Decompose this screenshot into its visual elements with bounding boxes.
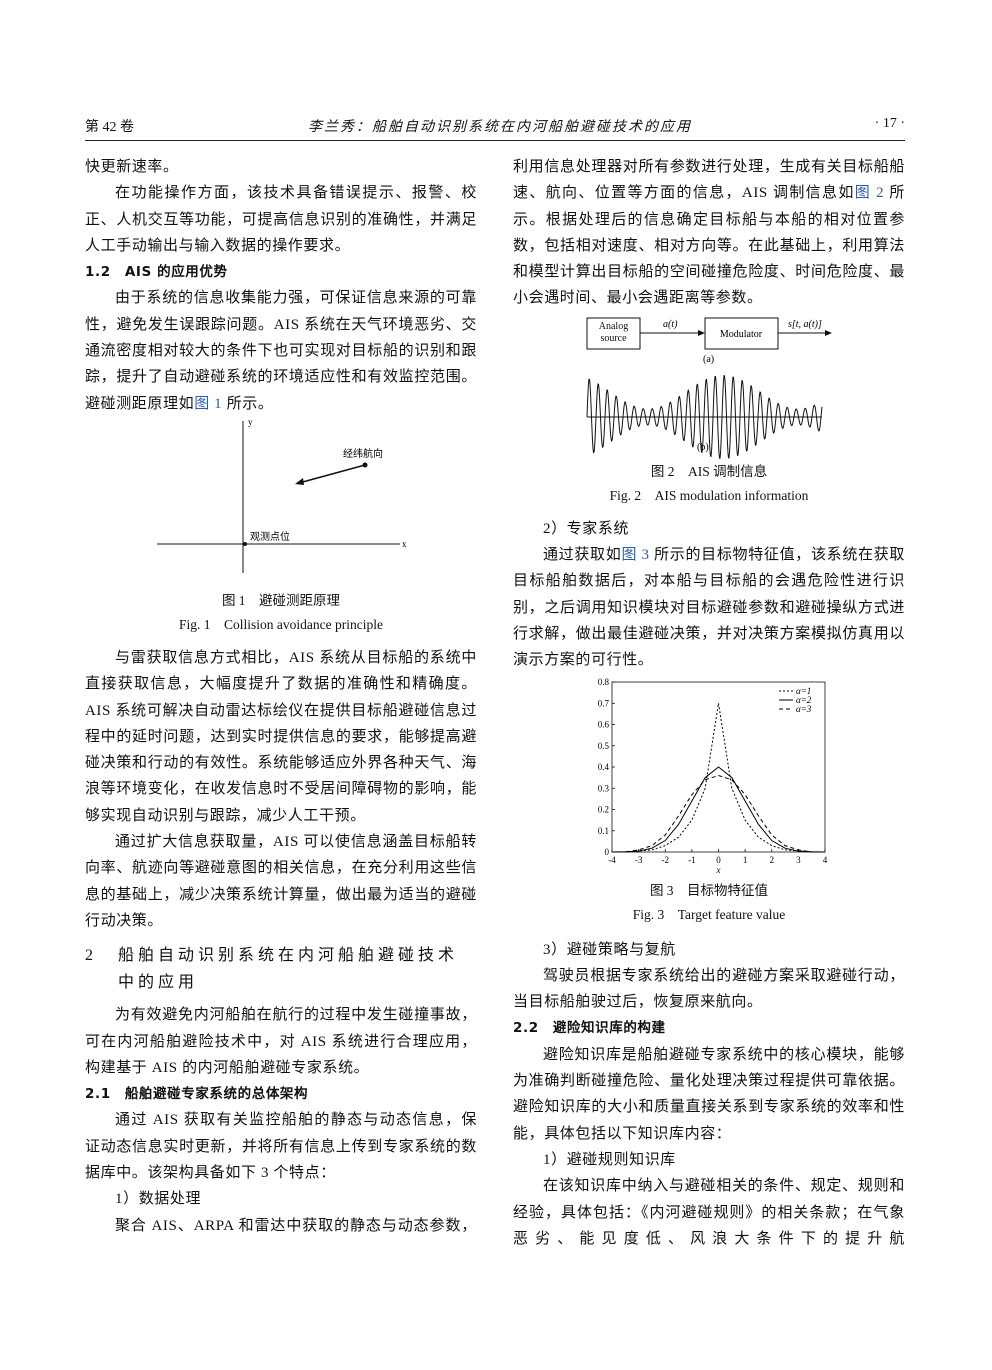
caption: 图 1 避碰测距原理 <box>221 592 341 608</box>
figure-3-chart: 0 0.1 0.2 0.3 0.4 0.5 0.6 0.7 0.8 -4 -3 -2 -1 0 1 2 3 4 x α… <box>598 677 828 875</box>
paragraph: 利用信息处理器对所有参数进行处理，生成有关目标船船速、航向、位置等方面的信息，A… <box>513 154 905 312</box>
block-label: Analog source <box>598 320 629 344</box>
figure-link[interactable]: 图 3 <box>621 547 650 564</box>
x-tick-label: 0 <box>716 855 721 865</box>
y-tick-label: 0.4 <box>598 762 610 772</box>
paragraph: 避险知识库是船舶避碰专家系统中的核心模块，能够为准确判断碰撞危险、量化处理决策过… <box>513 1046 905 1142</box>
axis-label: x <box>402 539 407 549</box>
axis-label: y <box>248 417 253 427</box>
section-heading: 2 船舶自动识别系统在内河船舶避碰技术中的应用 <box>85 942 477 996</box>
text: 通过获取如 <box>543 547 622 564</box>
paragraph: 驾驶员根据专家系统给出的避碰方案采取避碰行动，当目标船舶驶过后，恢复原来航向。 <box>513 967 905 1011</box>
legend-label: α=3 <box>796 704 812 714</box>
paragraph: 通过扩大信息获取量，AIS 可以使信息涵盖目标船转向率、航迹向等避碰意图的相关信… <box>85 834 477 929</box>
x-tick-label: 2 <box>770 855 775 865</box>
y-tick-label: 0.5 <box>598 740 610 750</box>
point-label: 经纬航向 <box>343 447 383 460</box>
x-tick-label: 4 <box>823 855 828 865</box>
signal-label: a(t) <box>663 319 678 330</box>
paragraph: 2）专家系统 <box>543 520 630 537</box>
header-title: 李兰秀：船舶自动识别系统在内河船舶避碰技术的应用 <box>308 120 692 135</box>
paragraph: 在该知识库中纳入与避碰相关的条件、规定、规则和经验，具体包括：《内河避碰规则》的… <box>513 1178 905 1247</box>
part-label: (b) <box>697 442 709 453</box>
legend-label: α=2 <box>796 695 812 705</box>
paragraph: 聚合 AIS、ARPA 和雷达中获取的静态与动态参数， <box>115 1217 477 1234</box>
part-label: (a) <box>703 354 714 365</box>
caption: Fig. 3 Target feature value <box>632 906 786 922</box>
series-line <box>611 765 826 853</box>
section-number: 2 <box>85 947 97 965</box>
caption: Fig. 2 AIS modulation information <box>609 487 809 503</box>
y-tick-label: 0.2 <box>598 804 609 814</box>
x-tick-label: 1 <box>743 855 748 865</box>
left-column: 快更新速率。 在功能操作方面，该技术具备错误提示、报警、校正、人机交互等功能，可… <box>85 154 477 1239</box>
y-tick-label: 0.1 <box>598 825 609 835</box>
point-label: 观测点位 <box>250 530 290 543</box>
paragraph: 与雷获取信息方式相比，AIS 系统从目标船的系统中直接获取信息，大幅度提升了数据… <box>85 649 477 824</box>
right-column: 利用信息处理器对所有参数进行处理，生成有关目标船船速、航向、位置等方面的信息，A… <box>513 154 905 1252</box>
text: 所示。根据处理后的信息确定目标船与本船的相对位置参数，包括相对速度、相对方向等。… <box>513 185 905 307</box>
series-line <box>612 774 825 853</box>
subheading: 2.2 避险知识库的构建 <box>513 1020 666 1037</box>
x-tick-label: -2 <box>662 855 670 865</box>
signal-label: s[t, a(t)] <box>788 319 822 330</box>
caption: Fig. 1 Collision avoidance principle <box>179 616 383 632</box>
y-tick-label: 0.8 <box>598 677 610 687</box>
caption: 图 2 AIS 调制信息 <box>650 463 768 479</box>
header-page: · 17 · <box>874 116 905 131</box>
paragraph: 快更新速率。 <box>85 159 179 175</box>
paragraph: 由于系统的信息收集能力强，可保证信息来源的可靠性，避免发生误跟踪问题。AIS 系… <box>85 285 477 416</box>
subheading: 2.1 船舶避碰专家系统的总体架构 <box>85 1086 309 1103</box>
paragraph: 为有效避免内河船舶在航行的过程中发生碰撞事故，可在内河船舶避险技术中，对 AIS… <box>85 1007 477 1076</box>
text: 所示的目标物特征值，该系统在获取目标船舶数据后，对本船与目标船的会遇危险性进行识… <box>513 547 905 669</box>
series-line <box>612 702 825 853</box>
block-label: Modulator <box>720 329 763 340</box>
paragraph: 1）避碰规则知识库 <box>543 1151 676 1168</box>
caption: 图 3 目标物特征值 <box>649 882 769 898</box>
figure-link[interactable]: 图 1 <box>194 395 223 412</box>
x-tick-label: 3 <box>796 855 801 865</box>
figure-2: Analog source a(t) Modulator s[t, a(t)] … <box>586 317 832 459</box>
text: 由于系统的信息收集能力强，可保证信息来源的可靠性，避免发生误跟踪问题。AIS 系… <box>85 290 477 412</box>
y-tick-label: 0.3 <box>598 783 610 793</box>
legend-label: α=1 <box>796 686 811 696</box>
y-tick-label: 0.6 <box>598 719 610 729</box>
figure-link[interactable]: 图 2 <box>854 185 885 202</box>
header-volume: 第 42 卷 <box>85 120 134 135</box>
x-tick-label: -1 <box>688 855 696 865</box>
header-rule <box>85 140 905 141</box>
x-tick-label: -3 <box>635 855 643 865</box>
paragraph: 在功能操作方面，该技术具备错误提示、报警、校正、人机交互等功能，可提高信息识别的… <box>85 185 477 254</box>
text: 所示。 <box>222 395 274 412</box>
figure-1: y x 经纬航向 观测点位 <box>157 417 407 573</box>
subheading: 1.2 AIS 的应用优势 <box>85 264 228 281</box>
paragraph: 3）避碰策略与复航 <box>543 941 676 958</box>
x-axis-label: x <box>716 865 721 875</box>
text: 利用信息处理器对所有参数进行处理，生成有关目标船船速、航向、位置等方面的信息，A… <box>513 159 905 202</box>
paragraph: 1）数据处理 <box>115 1191 202 1208</box>
y-tick-label: 0.7 <box>598 698 610 708</box>
paragraph: 通过获取如图 3 所示的目标物特征值，该系统在获取目标船舶数据后，对本船与目标船… <box>513 542 905 673</box>
paragraph: 通过 AIS 获取有关监控船舶的静态与动态信息，保证动态信息实时更新，并将所有信… <box>85 1112 477 1182</box>
x-tick-label: -4 <box>608 855 616 865</box>
section-title: 船舶自动识别系统在内河船舶避碰技术中的应用 <box>118 947 459 992</box>
y-tick-label: 0 <box>605 847 610 857</box>
